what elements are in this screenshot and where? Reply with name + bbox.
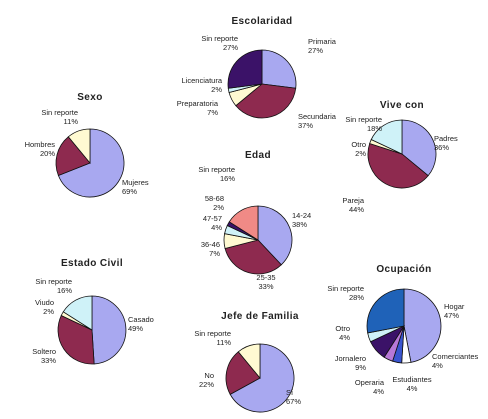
slice-label-ocupacion-comerciantes: Comerciantes 4% (432, 352, 479, 370)
slice-estado-civil-casado (91, 295, 127, 365)
slice-label-escolaridad-primaria: Primaria 27% (308, 37, 337, 55)
pie-chart-escolaridad: Escolaridad Primaria 27% Secundaria 37% Prepa… (177, 16, 337, 130)
slice-vive-con-pareja (367, 142, 429, 189)
pie-chart-edad: Edad 14-24 38% 25-35 33% 36-46 7% 47-57 4% 58-68 2… (198, 150, 311, 291)
slice-label-edad-58-68: 58-68 2% (205, 194, 225, 212)
slice-escolaridad-secundaria (235, 83, 297, 119)
chart-title-escolaridad: Escolaridad (231, 16, 292, 27)
slice-label-edad-36-46: 36-46 7% (201, 240, 221, 258)
pie-chart-sexo: Sexo Mujeres 69% Hombres 20% Sin reporte 11% (25, 92, 149, 198)
chart-title-vive-con: Vive con (380, 100, 424, 111)
slice-label-edad-25-35: 25-35 33% (256, 273, 275, 291)
slice-label-vive-con-pareja: Pareja 44% (342, 196, 365, 214)
slice-label-edad-14-24: 14-24 38% (292, 211, 311, 229)
slice-ocupacion-sin-reporte (366, 288, 405, 334)
slice-edad-14-24 (257, 205, 293, 266)
slice-escolaridad-sin-reporte (227, 49, 263, 89)
chart-title-edad: Edad (245, 150, 271, 161)
slice-label-edad-sin-reporte: Sin reporte 16% (198, 165, 235, 183)
slice-label-jefe-de-familia-sin-reporte: Sin reporte 11% (194, 329, 231, 347)
slice-ocupacion-hogar (403, 288, 442, 363)
chart-title-ocupacion: Ocupación (376, 264, 431, 275)
slice-sexo-mujeres (57, 128, 125, 198)
slice-escolaridad-primaria (261, 49, 297, 89)
slice-label-sexo-sin-reporte: Sin reporte 11% (41, 108, 78, 126)
slice-vive-con-sin-reporte (370, 119, 403, 155)
slice-label-estado-civil-viudo: Viudo 2% (35, 298, 54, 316)
slice-label-jefe-de-familia-si: Sí 67% (286, 388, 301, 406)
slice-estado-civil-soltero (57, 314, 95, 365)
slice-jefe-de-familia-sin-reporte (237, 343, 261, 380)
slice-label-estado-civil-soltero: Soltero 33% (32, 347, 56, 365)
slice-sexo-hombres (55, 136, 91, 177)
slice-label-escolaridad-secundaria: Secundaria 37% (298, 112, 337, 130)
slice-label-ocupacion-operaria: Operaria 4% (355, 378, 385, 396)
slice-label-edad-47-57: 47-57 4% (203, 214, 223, 232)
slice-jefe-de-familia-no (225, 351, 261, 395)
slice-sexo-sin-reporte (67, 128, 91, 165)
slice-label-escolaridad-licenciatura: Licenciatura 2% (182, 76, 223, 94)
slice-label-ocupacion-jornalero: Jornalero 9% (335, 354, 367, 372)
slice-label-sexo-hombres: Hombres 20% (25, 140, 56, 158)
slice-label-jefe-de-familia-no: No 22% (199, 371, 214, 389)
pie-chart-jefe-de-familia: Jefe de Familia Sí 67% No 22% Sin reporte 11% (194, 311, 301, 413)
slice-estado-civil-sin-reporte (62, 295, 93, 331)
slice-label-vive-con-otro: Otro 2% (351, 140, 366, 158)
slice-edad-sin-reporte (228, 205, 259, 241)
slice-label-estado-civil-sin-reporte: Sin reporte 16% (35, 277, 72, 295)
slice-label-sexo-mujeres: Mujeres 69% (122, 178, 149, 196)
pie-chart-estado-civil: Estado Civil Casado 49% Soltero 33% Viudo 2% Si… (32, 258, 154, 365)
chart-title-sexo: Sexo (77, 92, 103, 103)
slice-vive-con-padres (401, 119, 437, 177)
pie-chart-ocupacion: Ocupación Hogar 47% Comerciantes 4%Estudiant… (327, 264, 478, 396)
slice-label-vive-con-padres: Padres 36% (434, 134, 458, 152)
slice-edad-25-35 (224, 239, 282, 275)
slice-label-escolaridad-sin-reporte: Sin reporte 27% (201, 34, 238, 52)
pie-chart-vive-con: Vive con Padres 36% Pareja 44% Otro 2% Sin repo… (342, 100, 458, 214)
chart-title-estado-civil: Estado Civil (61, 258, 123, 269)
chart-title-jefe-de-familia: Jefe de Familia (221, 311, 299, 322)
slice-label-escolaridad-preparatoria: Preparatoria 7% (177, 99, 219, 117)
slice-label-vive-con-sin-reporte: Sin reporte 18% (345, 115, 382, 133)
slice-label-ocupacion-sin-reporte: Sin reporte 28% (327, 284, 364, 302)
slice-jefe-de-familia-si (229, 343, 295, 413)
slice-label-ocupacion-otro: Otro 4% (335, 324, 350, 342)
slice-label-ocupacion-estudiantes: Estudiantes 4% (392, 375, 431, 393)
slice-label-ocupacion-hogar: Hogar 47% (444, 302, 465, 320)
slice-label-estado-civil-casado: Casado 49% (128, 315, 154, 333)
